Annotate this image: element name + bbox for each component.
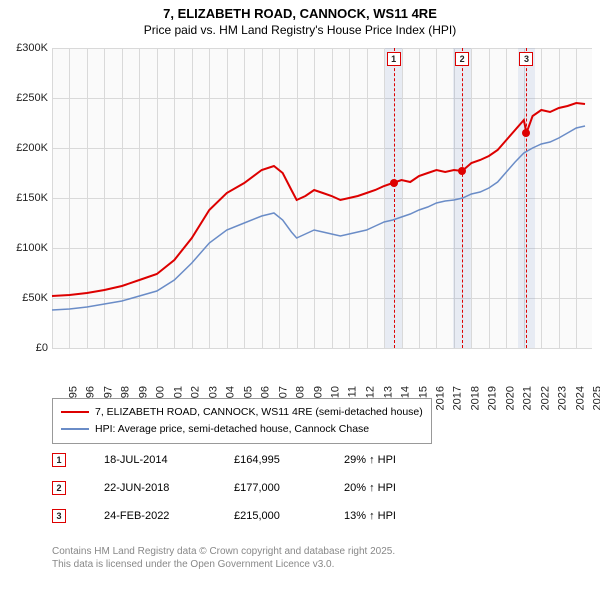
chart-container: 7, ELIZABETH ROAD, CANNOCK, WS11 4RE Pri… bbox=[0, 0, 600, 590]
sales-row: 2 22-JUN-2018£177,00020% ↑ HPI bbox=[52, 474, 454, 502]
line-plot-svg bbox=[0, 0, 600, 420]
sales-price: £177,000 bbox=[234, 482, 344, 494]
sales-price: £164,995 bbox=[234, 454, 344, 466]
sales-pct: 20% ↑ HPI bbox=[344, 482, 454, 494]
sales-marker: 1 bbox=[52, 453, 66, 467]
legend-row: 7, ELIZABETH ROAD, CANNOCK, WS11 4RE (se… bbox=[61, 404, 423, 421]
legend-label: HPI: Average price, semi-detached house,… bbox=[95, 423, 369, 435]
sales-marker: 2 bbox=[52, 481, 66, 495]
legend-swatch bbox=[61, 428, 89, 430]
legend-box: 7, ELIZABETH ROAD, CANNOCK, WS11 4RE (se… bbox=[52, 398, 432, 444]
sales-row: 1 18-JUL-2014£164,99529% ↑ HPI bbox=[52, 446, 454, 474]
footer-line-2: This data is licensed under the Open Gov… bbox=[52, 558, 395, 571]
sales-row: 3 24-FEB-2022£215,00013% ↑ HPI bbox=[52, 502, 454, 530]
legend-swatch bbox=[61, 411, 89, 413]
footer-line-1: Contains HM Land Registry data © Crown c… bbox=[52, 545, 395, 558]
sales-price: £215,000 bbox=[234, 510, 344, 522]
sales-date: 22-JUN-2018 bbox=[104, 482, 234, 494]
sales-pct: 29% ↑ HPI bbox=[344, 454, 454, 466]
legend-row: HPI: Average price, semi-detached house,… bbox=[61, 421, 423, 438]
sales-pct: 13% ↑ HPI bbox=[344, 510, 454, 522]
sales-table: 1 18-JUL-2014£164,99529% ↑ HPI 2 22-JUN-201… bbox=[52, 446, 454, 530]
sales-date: 18-JUL-2014 bbox=[104, 454, 234, 466]
sales-date: 24-FEB-2022 bbox=[104, 510, 234, 522]
series-line bbox=[52, 103, 585, 296]
sales-marker: 3 bbox=[52, 509, 66, 523]
footer-text: Contains HM Land Registry data © Crown c… bbox=[52, 545, 395, 571]
legend-label: 7, ELIZABETH ROAD, CANNOCK, WS11 4RE (se… bbox=[95, 406, 423, 418]
